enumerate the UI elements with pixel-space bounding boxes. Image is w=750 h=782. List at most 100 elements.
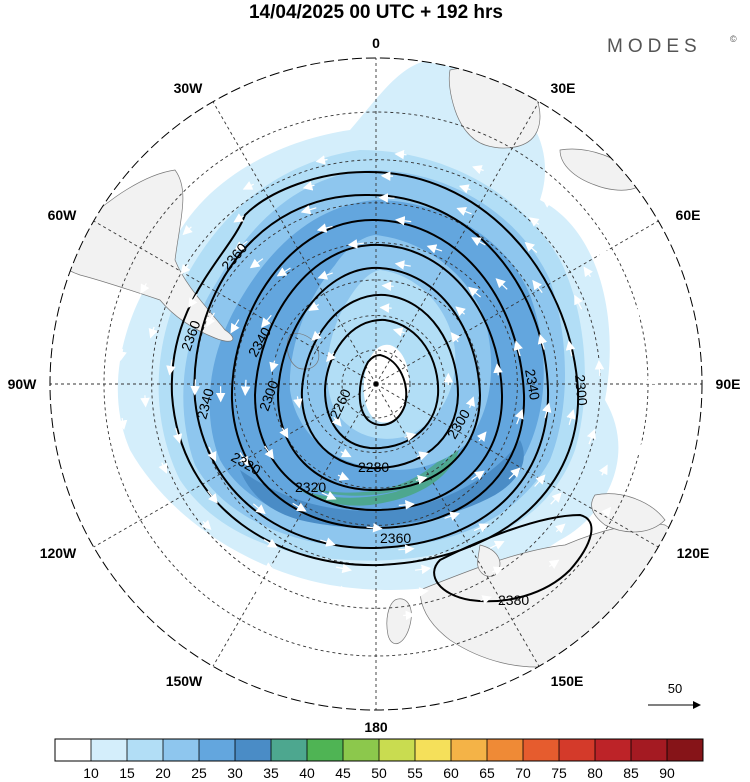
- wind-arrow-icon: [415, 564, 432, 575]
- wind-arrow-icon: [468, 286, 481, 298]
- reference-vector-label: 50: [668, 681, 682, 696]
- wind-arrow-icon: [395, 216, 412, 226]
- colorbar-swatch: [559, 739, 596, 761]
- lon-label-30e: 30E: [551, 80, 576, 96]
- wind-arrow-icon: [141, 483, 151, 495]
- wind-arrow-icon: [392, 327, 405, 337]
- wind-arrow-icon: [455, 306, 466, 317]
- colorbar-swatch: [595, 739, 632, 761]
- wind-arrow-icon: [594, 359, 605, 377]
- wind-arrow-icon: [489, 540, 505, 550]
- meridian-line: [93, 383, 377, 548]
- wind-arrow-icon: [583, 266, 593, 278]
- wind-arrow-icon: [472, 165, 484, 175]
- meridian-line: [375, 383, 540, 667]
- wind-arrow-icon: [337, 471, 350, 481]
- wind-arrow-icon: [166, 359, 176, 376]
- wind-arrow-icon: [619, 397, 629, 410]
- brand-text: MODES: [607, 36, 702, 57]
- colorbar: 10 15 20 25 30 35 40 45 50 55 60 65 70 75 80 85 90: [54, 738, 704, 781]
- wind-arrow-icon: [335, 563, 352, 574]
- wind-arrow-icon: [394, 260, 411, 270]
- wind-arrow-icon: [444, 511, 460, 521]
- wind-arrow-icon: [398, 544, 415, 554]
- brand-logo: MODES ©: [607, 34, 737, 57]
- wind-arrow-icon: [495, 278, 508, 290]
- wind-arrow-icon: [597, 246, 608, 257]
- wind-arrow-icon: [476, 431, 487, 442]
- lon-label-90w: 90W: [8, 376, 38, 392]
- wind-arrow-icon: [492, 566, 504, 576]
- wind-arrow-icon: [234, 240, 248, 251]
- wind-arrow-icon: [394, 149, 407, 160]
- colorbar-swatch: [487, 739, 524, 761]
- colorbar-swatch: [415, 739, 452, 761]
- wind-arrow-icon: [188, 293, 198, 308]
- wind-arrow-icon: [326, 351, 336, 363]
- colorbar-swatch: [307, 739, 344, 761]
- wind-arrow-icon: [508, 467, 521, 480]
- contour-label: 2340: [522, 368, 543, 402]
- meridian-line: [375, 383, 659, 548]
- colorbar-swatch: [667, 739, 704, 761]
- wind-arrow-icon: [233, 213, 245, 223]
- colorbar-tick-label: 10: [83, 765, 99, 781]
- colorbar-tick-label: 50: [371, 765, 387, 781]
- colorbar-swatch: [343, 739, 380, 761]
- wind-arrow-icon: [331, 416, 342, 427]
- wind-arrow-icon: [207, 490, 218, 504]
- wind-arrow-icon: [239, 452, 249, 467]
- wind-arrow-icon: [311, 330, 322, 341]
- wind-arrow-icon: [381, 281, 394, 291]
- wind-arrow-icon: [528, 217, 540, 227]
- map-title: 14/04/2025 00 UTC + 192 hrs: [249, 2, 503, 23]
- map-boundary: [49, 57, 703, 711]
- lon-label-60w: 60W: [48, 207, 78, 223]
- contour-2240: [358, 353, 408, 426]
- colorbar-swatch: [235, 739, 272, 761]
- wind-arrow-icon: [548, 559, 560, 569]
- wind-arrow-icon: [320, 537, 336, 547]
- colorbar-tick-label: 65: [479, 765, 495, 781]
- contour-2380: [433, 513, 593, 603]
- contour-label: 2280: [358, 459, 389, 475]
- colorbar-swatch: [523, 739, 560, 761]
- wind-arrow-icon: [315, 155, 328, 165]
- wind-arrow-icon: [555, 523, 566, 534]
- colorbar-tick-label: 30: [227, 765, 243, 781]
- wind-arrow-icon: [140, 395, 150, 408]
- colorbar-swatch: [271, 739, 308, 761]
- wind-arrow-icon: [263, 562, 275, 571]
- wind-arrow-icon: [456, 206, 472, 216]
- wind-arrow-icon: [542, 402, 552, 419]
- lon-label-120e: 120E: [677, 545, 710, 561]
- wind-arrow-icon: [117, 417, 128, 430]
- wind-arrow-icon: [293, 396, 303, 409]
- colorbar-tick-label: 85: [623, 765, 639, 781]
- contour-label: 2320: [295, 479, 326, 495]
- wind-arrow-icon: [471, 237, 486, 247]
- meridian-line: [212, 101, 377, 385]
- wind-arrow-icon: [416, 587, 429, 597]
- colorbar-tick-label: 70: [515, 765, 531, 781]
- lon-label-150w: 150W: [166, 673, 203, 689]
- wind-arrow-icon: [148, 326, 158, 339]
- wind-arrow-icon: [206, 312, 216, 327]
- contour-label: 2380: [498, 592, 529, 608]
- wind-arrow-icon: [261, 314, 272, 328]
- polar-map: [50, 58, 702, 710]
- wind-arrow-icon: [230, 319, 240, 334]
- wind-arrow-icon: [565, 340, 576, 357]
- new-zealand-landmass: [386, 598, 412, 645]
- wind-arrow-icon: [550, 492, 562, 505]
- wind-arrow-icon: [249, 258, 264, 269]
- wind-arrow-icon: [378, 193, 395, 203]
- wind-arrow-icon: [398, 500, 415, 510]
- wind-arrow-icon: [317, 270, 333, 280]
- contour-label: 2360: [380, 530, 411, 546]
- wind-arrow-icon: [240, 379, 251, 396]
- wind-arrow-icon: [279, 427, 289, 439]
- south-pole-marker: [373, 381, 379, 387]
- antarctic-peninsula: [286, 333, 320, 370]
- wind-arrow-icon: [172, 427, 183, 444]
